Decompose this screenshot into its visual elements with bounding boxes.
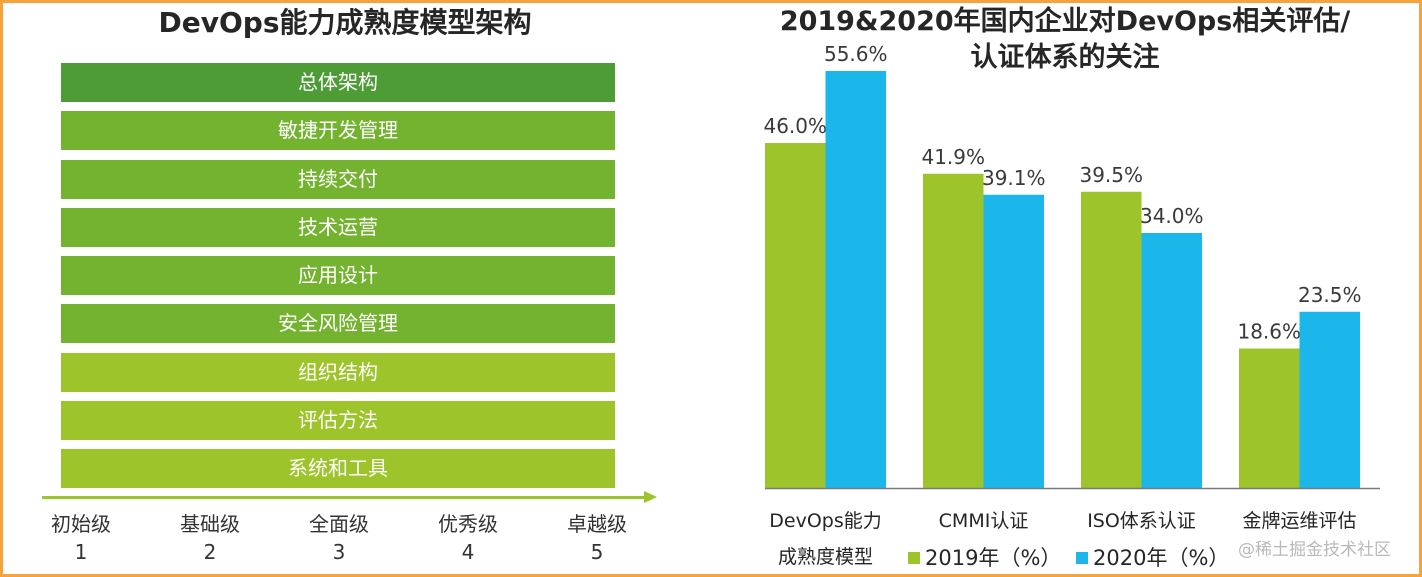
bar-2020 [983,194,1044,488]
chart-title: 2019&2020年国内企业对DevOps相关评估/ 认证体系的关注 [740,4,1390,76]
maturity-layer: 系统和工具 [61,449,615,488]
maturity-layer: 安全风险管理 [61,304,615,343]
bar-2019 [765,143,826,488]
level-number: 1 [74,540,88,564]
legend-item-2020: 2020年（%） [1076,543,1229,573]
maturity-layer: 评估方法 [61,401,615,440]
maturity-layer: 应用设计 [61,256,615,295]
data-label: 34.0% [1140,204,1204,228]
maturity-layer: 总体架构 [61,63,615,102]
x-tick-label: CMMI认证 [899,506,1069,536]
x-tick-label-line: CMMI认证 [938,510,1029,532]
maturity-layer: 组织结构 [61,353,615,392]
legend-swatch-2020 [1076,552,1088,564]
data-label: 39.1% [982,166,1046,190]
data-label: 39.5% [1079,163,1143,187]
data-label: 23.5% [1298,283,1362,307]
maturity-level: 卓越级 5 [542,510,652,566]
level-number: 5 [590,540,604,564]
x-tick-label-line: 成熟度模型 [777,546,873,568]
legend-label-2020: 2020年（%） [1093,546,1230,570]
maturity-level: 基础级 2 [155,510,265,566]
bar-2019 [1081,191,1142,488]
maturity-level: 初始级 1 [26,510,136,566]
level-number: 4 [461,540,475,564]
maturity-layer: 敏捷开发管理 [61,111,615,150]
data-label: 55.6% [824,42,888,66]
chart-title-line-1: 2019&2020年国内企业对DevOps相关评估/ [779,6,1351,37]
bar-2019 [923,173,984,488]
chart-title-line-2: 认证体系的关注 [970,42,1160,73]
x-tick-label-line: DevOps能力 [769,510,882,532]
data-label: 46.0% [763,114,827,138]
level-name: 全面级 [309,512,369,536]
maturity-level: 全面级 3 [284,510,394,566]
legend-item-2019: 2019年（%） [908,543,1061,573]
level-name: 初始级 [51,512,111,536]
x-tick-label-line: 金牌运维评估 [1242,510,1357,532]
level-number: 3 [332,540,346,564]
level-number: 2 [203,540,217,564]
legend-label-2019: 2019年（%） [925,546,1062,570]
maturity-level: 优秀级 4 [413,510,523,566]
legend-swatch-2019 [908,552,920,564]
level-name: 基础级 [180,512,240,536]
maturity-layer: 持续交付 [61,160,615,199]
bar-2020 [1141,233,1202,488]
arrow-right-icon [644,491,657,503]
x-tick-label: 金牌运维评估 [1215,506,1385,536]
level-name: 优秀级 [438,512,498,536]
level-name: 卓越级 [567,512,627,536]
data-label: 18.6% [1237,320,1301,344]
data-label: 41.9% [921,145,985,169]
level-axis-line [42,496,646,499]
maturity-model-title: DevOps能力成熟度模型架构 [158,6,532,39]
bar-2020 [825,71,886,488]
bar-2019 [1239,348,1300,488]
x-tick-label: ISO体系认证 [1057,506,1227,536]
bar-2020 [1299,311,1360,488]
x-tick-label: DevOps能力 成熟度模型 [741,506,911,572]
maturity-layer: 技术运营 [61,208,615,247]
x-tick-label-line: ISO体系认证 [1087,510,1196,532]
watermark: @稀土掘金技术社区 [1238,540,1391,560]
